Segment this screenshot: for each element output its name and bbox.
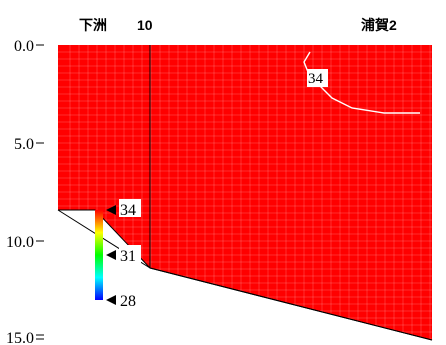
colorbar-label-31-box: [119, 245, 141, 263]
colorbar-label-34-box: [119, 199, 141, 217]
colorbar-label-34: 34: [120, 202, 136, 219]
colorbar-label-31: 31: [120, 248, 136, 265]
colorbar-label-28: 28: [120, 293, 136, 310]
contour-34-line: [303, 51, 420, 114]
y-tick-label-5: 5.0: [14, 136, 34, 153]
y-tick-label-10: 10.0: [6, 234, 34, 251]
seabed-lower: [149, 267, 433, 341]
colorbar-pointer-34: [106, 205, 116, 215]
salinity-field: [58, 45, 432, 340]
y-tick-label-15: 15.0: [6, 330, 34, 345]
colorbar-pointer-28: [106, 295, 116, 305]
colorbar-gradient: [95, 210, 103, 300]
station-label-uraga2: 浦賀2: [361, 17, 397, 33]
colorbar: 34 31 28: [95, 199, 141, 310]
station-label-10: 10: [137, 17, 153, 33]
station-label-shimosu: 下洲: [79, 17, 107, 33]
y-axis: 0.0 5.0 10.0 15.0: [6, 38, 44, 345]
colorbar-pointer-31: [106, 250, 116, 260]
contour-34-label: 34: [308, 71, 324, 87]
y-tick-label-0: 0.0: [14, 38, 34, 55]
contour-34-label-box: [307, 69, 328, 87]
